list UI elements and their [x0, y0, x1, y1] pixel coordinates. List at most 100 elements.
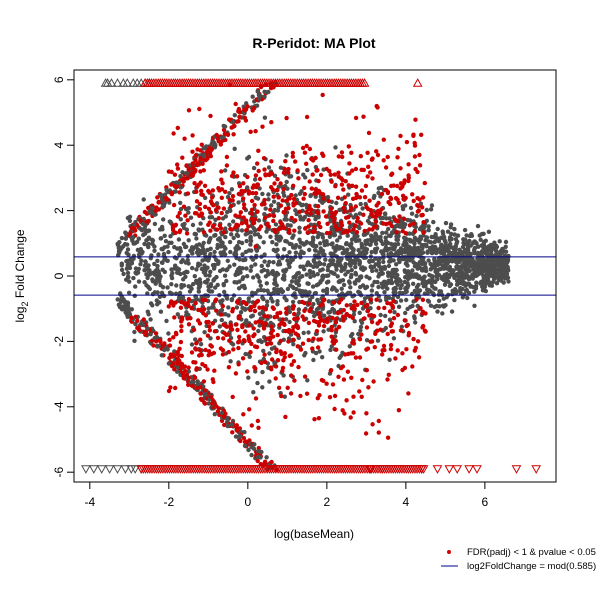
point-nonsignificant — [503, 259, 508, 264]
point-significant — [381, 221, 386, 226]
point-significant — [181, 376, 186, 381]
point-nonsignificant — [311, 301, 316, 307]
point-nonsignificant — [223, 168, 228, 173]
point-nonsignificant — [268, 296, 274, 301]
point-significant — [200, 297, 205, 303]
point-significant — [302, 185, 307, 191]
point-significant — [281, 170, 287, 175]
point-significant — [281, 187, 286, 192]
point-nonsignificant — [486, 244, 491, 249]
point-significant — [219, 169, 224, 174]
point-significant — [357, 389, 362, 394]
point-significant — [240, 300, 246, 305]
point-nonsignificant — [325, 195, 331, 200]
point-nonsignificant — [212, 412, 217, 417]
point-significant — [288, 391, 294, 396]
point-nonsignificant — [242, 307, 248, 312]
point-significant — [180, 155, 185, 160]
point-nonsignificant — [477, 233, 482, 238]
point-nonsignificant — [168, 234, 173, 239]
point-significant — [198, 337, 203, 342]
point-significant — [386, 372, 391, 377]
point-nonsignificant — [175, 365, 181, 370]
point-nonsignificant — [116, 253, 121, 258]
point-nonsignificant — [310, 240, 315, 245]
point-nonsignificant — [437, 289, 442, 294]
point-significant — [415, 339, 421, 344]
point-nonsignificant — [472, 289, 477, 294]
point-nonsignificant — [238, 270, 243, 275]
point-nonsignificant — [222, 273, 228, 278]
y-axis-label-sub: 2 — [20, 302, 30, 307]
point-significant — [366, 164, 371, 169]
point-significant — [141, 317, 146, 322]
point-significant — [240, 323, 245, 328]
point-significant — [261, 156, 267, 161]
point-nonsignificant — [387, 216, 392, 221]
point-significant — [177, 210, 182, 216]
point-nonsignificant — [447, 235, 453, 240]
point-significant — [321, 209, 326, 214]
point-significant — [341, 187, 346, 192]
point-significant — [224, 154, 230, 160]
point-significant — [192, 211, 198, 216]
point-significant — [267, 336, 273, 342]
point-significant — [183, 302, 188, 307]
point-significant — [410, 364, 415, 369]
point-nonsignificant — [308, 193, 313, 199]
point-significant — [346, 351, 351, 357]
point-significant — [226, 349, 231, 355]
point-significant — [274, 347, 279, 352]
point-nonsignificant — [476, 244, 481, 249]
point-nonsignificant — [479, 243, 484, 248]
point-significant — [339, 223, 345, 228]
point-nonsignificant — [238, 310, 244, 315]
point-significant — [388, 196, 394, 201]
point-nonsignificant — [503, 262, 509, 268]
point-nonsignificant — [403, 222, 408, 227]
point-nonsignificant — [277, 262, 283, 267]
point-nonsignificant — [131, 253, 137, 259]
point-nonsignificant — [203, 233, 209, 238]
point-significant — [368, 339, 373, 344]
point-nonsignificant — [409, 211, 415, 216]
point-nonsignificant — [196, 227, 201, 232]
point-nonsignificant — [399, 324, 404, 329]
point-significant — [359, 394, 364, 399]
point-nonsignificant — [212, 249, 217, 255]
point-significant — [203, 347, 208, 353]
point-significant — [414, 297, 419, 302]
point-significant — [302, 374, 308, 379]
point-significant — [420, 212, 425, 218]
point-significant — [202, 183, 208, 188]
point-nonsignificant — [389, 274, 395, 279]
point-nonsignificant — [447, 257, 453, 262]
point-nonsignificant — [255, 196, 261, 201]
point-significant — [253, 191, 259, 196]
point-significant — [250, 185, 255, 190]
point-significant — [306, 224, 311, 229]
point-significant — [368, 170, 373, 175]
point-significant — [312, 417, 317, 422]
point-significant — [209, 344, 214, 349]
point-nonsignificant — [274, 242, 279, 247]
point-nonsignificant — [158, 309, 164, 314]
point-significant — [339, 182, 345, 187]
point-significant — [255, 209, 260, 214]
point-nonsignificant — [465, 252, 470, 257]
point-nonsignificant — [196, 285, 201, 291]
point-significant — [310, 229, 315, 234]
point-nonsignificant — [261, 348, 266, 354]
point-nonsignificant — [453, 246, 458, 251]
point-significant — [378, 327, 383, 332]
point-nonsignificant — [415, 266, 421, 271]
point-significant — [362, 316, 367, 321]
point-nonsignificant — [437, 260, 442, 265]
point-significant — [351, 227, 356, 232]
point-significant — [400, 229, 405, 234]
point-significant — [382, 347, 387, 353]
point-nonsignificant — [388, 233, 393, 239]
point-nonsignificant — [159, 198, 165, 203]
point-nonsignificant — [208, 236, 213, 241]
point-nonsignificant — [392, 310, 397, 315]
